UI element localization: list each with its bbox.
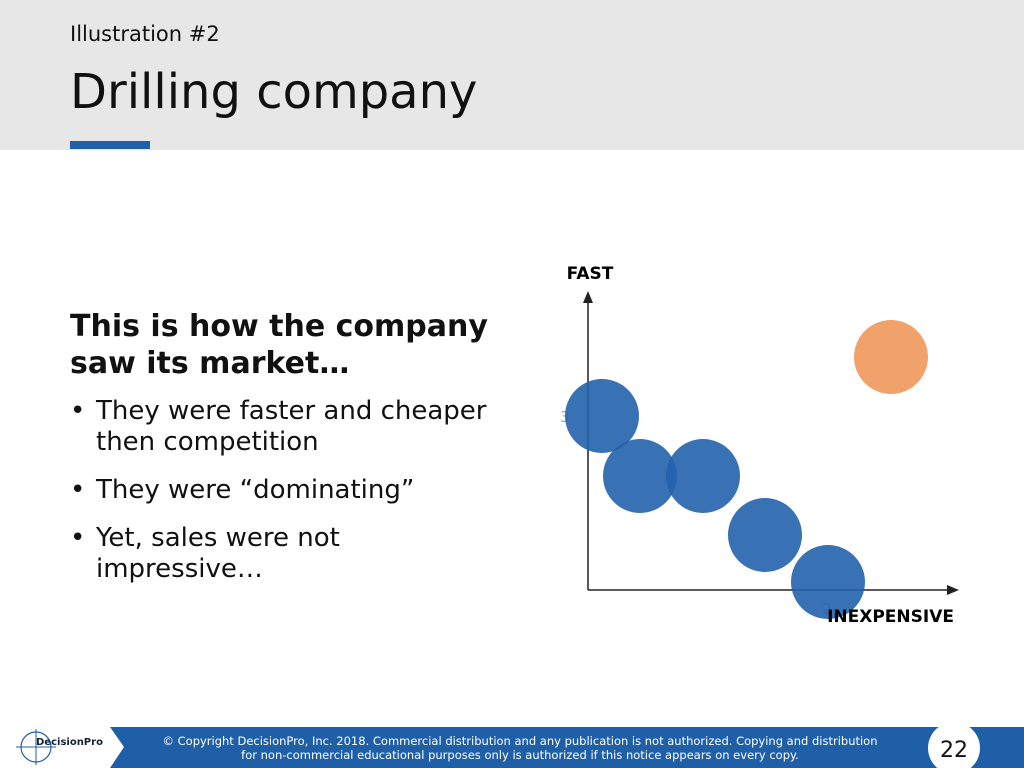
accent-bar <box>70 141 150 149</box>
copyright-line: for non-commercial educational purposes … <box>241 748 799 762</box>
bullet: Yet, sales were not impressive… <box>70 523 510 585</box>
bubble-label: 3 <box>560 408 570 426</box>
title: Drilling company <box>70 64 478 120</box>
heading: This is how the company saw its market… <box>70 309 488 381</box>
bubble <box>791 545 865 619</box>
subtitle: Illustration #2 <box>70 22 220 46</box>
arrow <box>947 585 959 595</box>
bullet: They were “dominating” <box>70 475 510 506</box>
y-axis-label: FAST <box>567 264 614 284</box>
footer-band <box>0 727 1024 768</box>
bubble <box>728 498 802 572</box>
copyright: © Copyright DecisionPro, Inc. 2018. Comm… <box>150 734 890 762</box>
bullet: They were faster and cheaper then compet… <box>70 396 510 458</box>
bubble <box>666 439 740 513</box>
logo-area <box>0 727 124 768</box>
bubble <box>854 320 928 394</box>
bubble <box>603 439 677 513</box>
page-number: 22 <box>940 738 968 763</box>
x-axis-label: INEXPENSIVE <box>827 607 954 627</box>
bullet-list: They were faster and cheaper then compet… <box>70 396 510 602</box>
logo-text: DecisionPro <box>36 737 103 748</box>
header-band <box>0 0 1024 150</box>
arrow <box>583 291 593 303</box>
bubble <box>565 379 639 453</box>
page-badge <box>928 722 980 768</box>
copyright-line: © Copyright DecisionPro, Inc. 2018. Comm… <box>162 734 878 748</box>
